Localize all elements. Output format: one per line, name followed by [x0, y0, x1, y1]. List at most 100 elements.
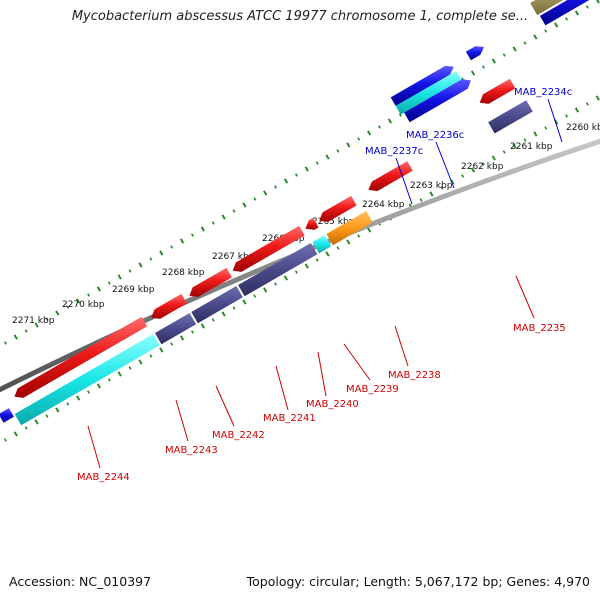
ruler-tick: [512, 46, 517, 52]
ruler-tick: [117, 371, 122, 377]
ruler-tick: [3, 438, 7, 442]
gene-label: MAB_2237c: [365, 146, 423, 157]
ruler-tick: [378, 125, 381, 129]
ruler-tick: [170, 342, 174, 346]
ruler-tick: [470, 167, 476, 173]
cds-feature: [14, 316, 148, 398]
gene-leader-line: [343, 343, 371, 381]
ruler-tick: [304, 263, 309, 269]
ruler-tick: [263, 287, 268, 293]
ruler-tick: [366, 130, 372, 136]
ruler-tick: [315, 161, 319, 165]
ruler-tick: [34, 419, 39, 425]
ruler-tick: [491, 58, 496, 64]
ruler-tick: [45, 414, 49, 418]
ruler-tick: [502, 53, 506, 57]
ruler-tick: [24, 426, 28, 430]
ruler-tick: [544, 126, 548, 130]
cds-forward-feature: [404, 79, 471, 123]
misc-feature: [312, 235, 332, 254]
ruler-tick: [179, 335, 185, 341]
ruler-tick: [357, 137, 361, 141]
ruler-tick: [429, 191, 434, 197]
ruler-tick: [211, 318, 215, 322]
ruler-tick: [179, 238, 185, 244]
gene-leader-line: [175, 399, 189, 442]
ruler-tick: [13, 431, 18, 437]
topology-summary: Topology: circular; Length: 5,067,172 bp…: [246, 574, 590, 589]
ruler-tick: [596, 0, 600, 4]
feature-track: [0, 0, 590, 426]
ruler-tick: [107, 281, 111, 285]
gene-leader-line: [215, 385, 235, 427]
gene-label: MAB_2238: [388, 370, 441, 381]
ruler-tick: [232, 306, 236, 310]
misc-feature: [0, 408, 14, 423]
ruler-tick: [87, 390, 90, 394]
ruler-tick: [149, 354, 153, 358]
ruler-tick: [274, 282, 278, 286]
ruler-tick: [66, 305, 70, 309]
ruler-tick: [523, 41, 527, 45]
cds-feature: [189, 267, 232, 297]
accession-text: Accession: NC_010397: [9, 574, 152, 589]
misc-feature: [530, 0, 564, 16]
cds-forward-feature: [539, 0, 590, 26]
ruler-tick: [263, 190, 268, 196]
ruler-tick: [336, 246, 340, 250]
ruler-tick: [76, 298, 81, 304]
ruler-tick: [3, 341, 7, 345]
ruler-tick: [283, 275, 289, 281]
ruler-tick: [574, 10, 580, 16]
ruler-tick: [87, 293, 90, 297]
cds-feature: [305, 217, 319, 230]
ruler-tick: [470, 70, 476, 76]
label-layer: MAB_2234c MAB_2236c MAB_2237c MAB_2235 MAB_2…: [77, 87, 572, 483]
misc-feature: [326, 211, 373, 246]
ruler-tick: [565, 114, 569, 118]
ruler-tick: [221, 311, 226, 317]
ruler-tick: [585, 5, 589, 9]
ruler-tick: [325, 154, 330, 160]
cds-feature: [232, 225, 305, 272]
ruler-tick: [232, 209, 236, 213]
ruler-tick: [481, 65, 485, 69]
tick-label: 2263 kbp: [410, 181, 453, 191]
ruler-tick: [45, 317, 49, 321]
ruler-tick: [398, 113, 402, 117]
cds-forward-feature: [465, 46, 484, 61]
ruler-tick: [76, 395, 81, 401]
ruler-tick: [523, 138, 527, 142]
gene-leader-line: [317, 351, 327, 397]
cds-feature: [151, 293, 187, 319]
misc-feature: [191, 286, 243, 324]
ruler-tick: [24, 329, 28, 333]
ruler-tick: [138, 262, 143, 268]
cds-forward-feature: [390, 65, 454, 107]
tick-label: 2260 kbp: [566, 123, 600, 133]
ruler-tick: [242, 299, 247, 305]
cds-feature: [368, 161, 413, 192]
ruler-tick: [274, 185, 278, 189]
ruler-tick: [96, 383, 102, 389]
ruler-tick: [149, 257, 153, 261]
gene-label: MAB_2239: [346, 384, 399, 395]
gene-label: MAB_2243: [165, 445, 218, 456]
gene-leader-line: [435, 141, 455, 189]
ruler-tick: [128, 269, 132, 273]
ruler-tick: [66, 402, 70, 406]
tick-label: 2271 kbp: [12, 316, 55, 326]
gene-label: MAB_2235: [513, 323, 566, 334]
ruler-tick: [200, 323, 205, 329]
ruler-tick: [366, 227, 372, 233]
ruler-tick: [585, 102, 589, 106]
misc-feature: [488, 100, 533, 134]
ruler-tick: [159, 347, 164, 353]
ruler-tick: [294, 173, 298, 177]
ruler-tick: [138, 359, 143, 365]
ruler-tick: [13, 334, 18, 340]
ruler-tick: [191, 233, 194, 237]
ruler-tick: [533, 34, 538, 40]
ruler-tick: [294, 270, 298, 274]
ruler-tick: [117, 274, 122, 280]
